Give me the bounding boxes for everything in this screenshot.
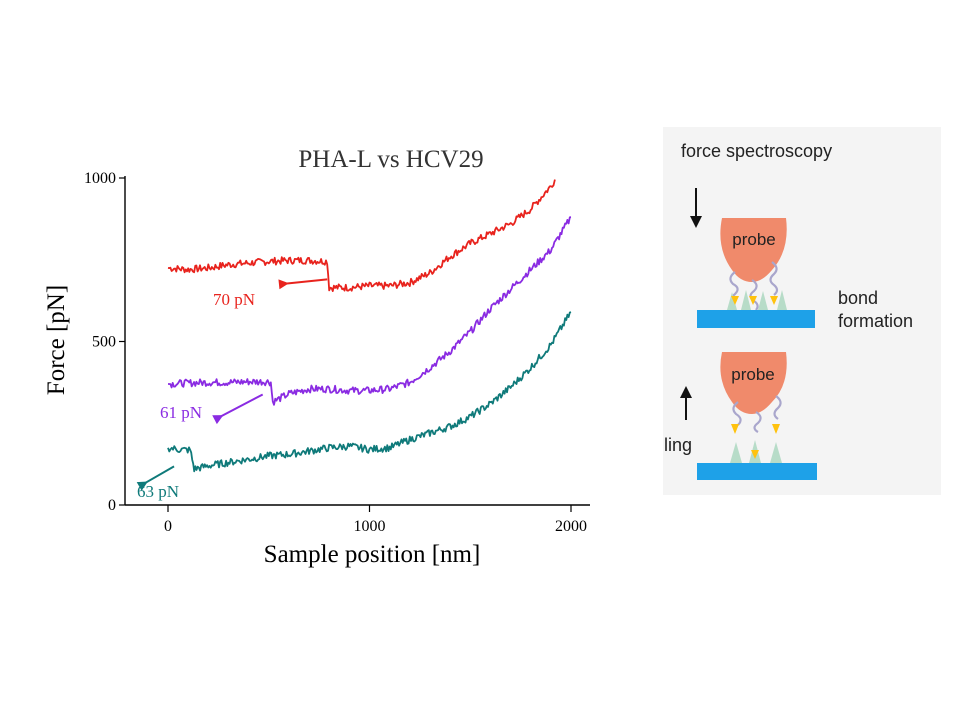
x-ticks: 0 1000 2000 — [164, 505, 587, 535]
bond-label-line-2: formation — [838, 311, 913, 331]
x-tick-label: 1000 — [354, 518, 386, 535]
annotation-arrowhead-1 — [278, 279, 289, 290]
annotation-label-1: 70 pN — [213, 290, 255, 309]
molecule-chains-bottom-icon — [732, 395, 782, 433]
x-tick-label: 2000 — [555, 518, 587, 535]
y-tick-label: 0 — [108, 497, 116, 514]
y-ticks: 0 500 1000 — [84, 170, 125, 514]
series-line-2 — [168, 216, 572, 406]
annotation-arrowhead-3 — [136, 481, 148, 491]
annotation-arrow-2 — [215, 393, 264, 420]
substrate-bottom — [697, 463, 817, 480]
chart-title: PHA-L vs HCV29 — [298, 146, 483, 173]
force-spectroscopy-diagram: force spectroscopy probe bond formatio — [663, 127, 941, 495]
x-tick-label: 0 — [164, 518, 172, 535]
probe-top: probe — [720, 218, 787, 282]
series-line-1 — [167, 179, 556, 292]
y-tick-label: 500 — [92, 334, 116, 351]
x-axis-label: Sample position [nm] — [264, 541, 481, 568]
probe-bottom: probe — [720, 352, 787, 414]
up-arrow-icon — [680, 386, 692, 420]
bond-label-line-1: bond — [838, 288, 878, 308]
y-axis-label: Force [pN] — [43, 285, 70, 395]
y-tick-label: 1000 — [84, 170, 116, 187]
substrate-top — [697, 310, 815, 328]
annotation-label-3: 63 pN — [137, 482, 179, 501]
annotation-layer: 70 pN 61 pN 63 pN — [136, 278, 328, 501]
annotation-arrowhead-2 — [212, 415, 224, 425]
probe-top-label: probe — [732, 230, 775, 249]
pulling-label: ling — [664, 435, 692, 455]
force-chart: PHA-L vs HCV29 0 1000 2000 0 500 1000 Sample… — [43, 146, 590, 568]
probe-bottom-label: probe — [731, 365, 774, 384]
annotation-label-2: 61 pN — [160, 403, 202, 422]
diagram-heading: force spectroscopy — [681, 141, 832, 161]
series-line-3 — [167, 311, 572, 473]
plot-frame — [124, 176, 590, 506]
down-arrow-icon — [690, 188, 702, 228]
series-layer — [167, 179, 572, 473]
receptors-top-icon — [727, 290, 787, 310]
receptors-bottom-icon — [730, 424, 782, 463]
